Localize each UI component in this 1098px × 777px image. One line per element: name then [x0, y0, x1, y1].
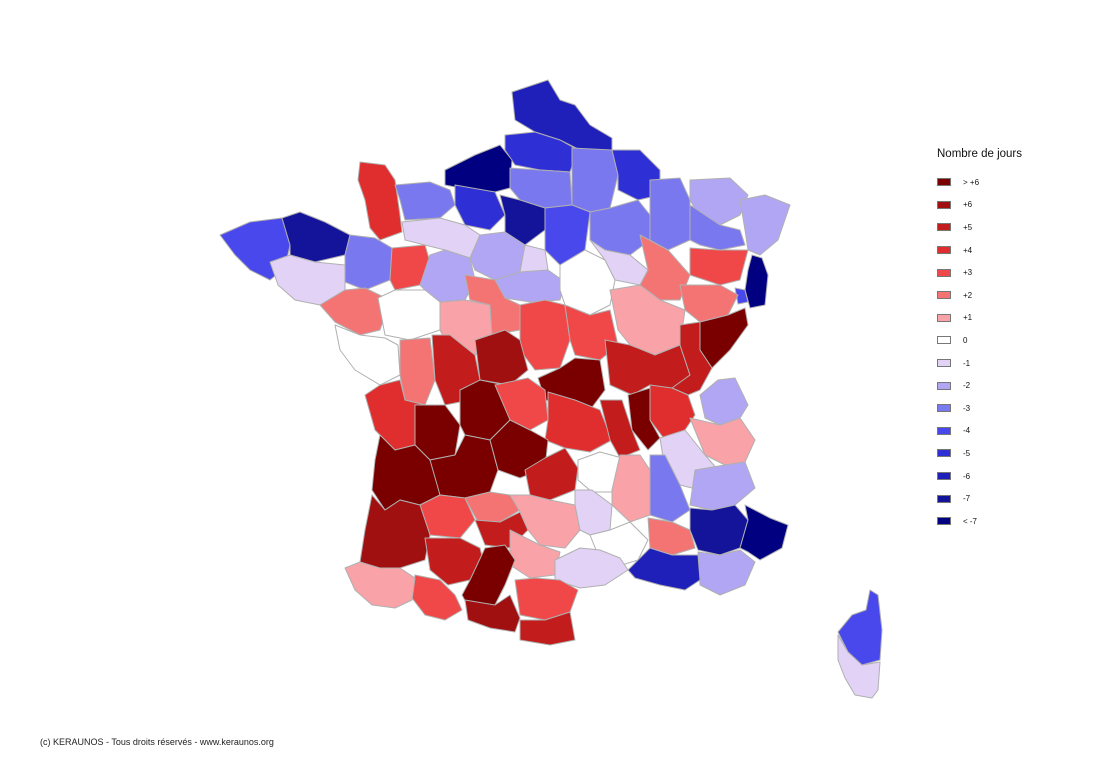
legend-swatch: [937, 246, 951, 255]
region-correze: [489, 419, 549, 479]
legend-item: > +6: [937, 171, 1087, 194]
legend-swatch: [937, 359, 951, 368]
region-pyrenees-atlantiques: [344, 561, 416, 609]
region-var: [697, 549, 756, 596]
legend-label: -6: [963, 471, 971, 481]
legend-swatch: [937, 200, 951, 209]
legend-label: -1: [963, 358, 971, 368]
legend-swatch: [937, 404, 951, 413]
legend-item: +6: [937, 194, 1087, 217]
region-meurthe: [689, 204, 746, 251]
region-bas-rhin: [739, 194, 791, 256]
region-ille-et-vilaine: [344, 234, 393, 291]
legend-label: > +6: [963, 177, 980, 187]
legend-item: -7: [937, 487, 1087, 510]
legend-label: -4: [963, 426, 971, 436]
legend-item: -4: [937, 420, 1087, 443]
region-pyrenees-orientales: [519, 611, 576, 646]
region-ariege: [464, 594, 521, 633]
legend-label: -2: [963, 381, 971, 391]
region-aveyron: [509, 494, 581, 549]
legend-label: +4: [963, 245, 973, 255]
legend-label: < -7: [963, 516, 978, 526]
region-loire: [599, 399, 641, 459]
legend-item: +3: [937, 261, 1087, 284]
region-landes: [359, 494, 431, 569]
region-hautes-alpes: [689, 461, 756, 511]
legend-label: +5: [963, 222, 973, 232]
legend-swatch: [937, 449, 951, 458]
legend-label: -5: [963, 448, 971, 458]
region-alpes-de-haute-provence: [689, 504, 749, 556]
legend-item: +2: [937, 284, 1087, 307]
region-aude: [514, 577, 579, 621]
region-corse-du-sud: [837, 634, 881, 699]
legend-item: -3: [937, 397, 1087, 420]
legend-title: Nombre de jours: [937, 148, 1023, 160]
legend-label: -7: [963, 494, 971, 504]
region-jura: [671, 321, 713, 396]
legend-swatch: [937, 472, 951, 481]
legend-item: -5: [937, 442, 1087, 465]
legend-label: 0: [963, 335, 968, 345]
legend-item: -1: [937, 352, 1087, 375]
legend: Nombre de jours > +6 +6 +5 +4 +3 +2 +1 0 -1 -2 -3 -…: [937, 148, 1087, 533]
region-lozere: [574, 489, 613, 536]
legend-swatch: [937, 336, 951, 345]
region-hautes-pyrenees: [411, 574, 463, 621]
legend-swatch: [937, 313, 951, 322]
region-puy-de-dome: [544, 391, 613, 453]
region-moselle: [689, 177, 749, 226]
legend-item: 0: [937, 329, 1087, 352]
region-oise: [499, 194, 546, 246]
legend-swatch: [937, 178, 951, 187]
legend-item: < -7: [937, 510, 1087, 533]
legend-swatch: [937, 494, 951, 503]
legend-item: +5: [937, 216, 1087, 239]
legend-label: +3: [963, 268, 973, 278]
region-ardennes: [611, 149, 661, 201]
region-cher: [519, 299, 571, 371]
copyright-text: (c) KERAUNOS - Tous droits réservés - ww…: [40, 737, 274, 747]
legend-item: +4: [937, 239, 1087, 262]
region-haute-savoie: [699, 377, 749, 426]
region-manche: [357, 161, 403, 241]
legend-item: -2: [937, 374, 1087, 397]
legend-label: +1: [963, 313, 973, 323]
legend-label: +6: [963, 200, 973, 210]
legend-swatch: [937, 291, 951, 300]
region-deux-sevres: [399, 337, 436, 406]
legend-label: -3: [963, 403, 971, 413]
region-bouches-du-rhone: [627, 547, 701, 591]
region-alpes-maritimes: [739, 504, 789, 561]
legend-swatch: [937, 517, 951, 526]
region-meuse: [649, 177, 691, 251]
legend-swatch: [937, 268, 951, 277]
region-haute-marne: [639, 234, 691, 301]
legend-item: -6: [937, 465, 1087, 488]
region-aisne: [571, 147, 619, 213]
region-maine-et-loire: [377, 289, 441, 341]
region-cotes-darmor: [281, 211, 351, 263]
region-territoire-belfort: [734, 287, 749, 305]
legend-items: > +6 +6 +5 +4 +3 +2 +1 0 -1 -2 -3 -4 -5 -6 -7 < -7: [937, 171, 1087, 533]
legend-swatch: [937, 426, 951, 435]
legend-swatch: [937, 223, 951, 232]
region-ardeche: [611, 454, 651, 523]
region-vosges: [689, 247, 749, 286]
region-savoie: [689, 417, 756, 466]
legend-swatch: [937, 381, 951, 390]
region-haut-rhin: [744, 254, 769, 309]
region-calvados: [394, 181, 456, 221]
legend-label: +2: [963, 290, 973, 300]
region-ain: [649, 384, 696, 441]
legend-item: +1: [937, 307, 1087, 330]
region-yonne: [559, 249, 616, 316]
